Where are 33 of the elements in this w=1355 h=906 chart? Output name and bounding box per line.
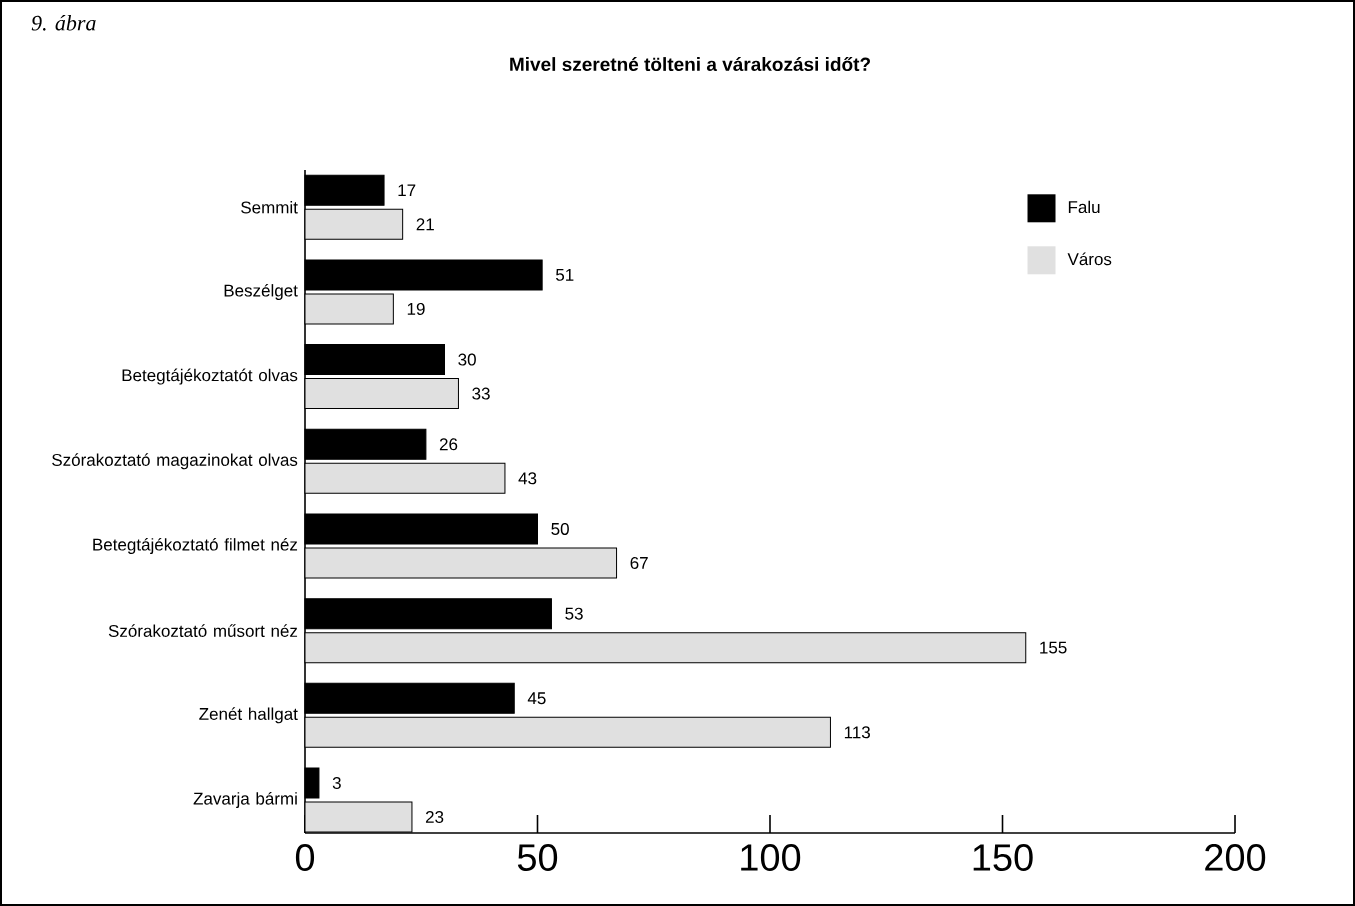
legend-label: Város (1067, 252, 1112, 266)
text: 9. ábra (31, 15, 96, 31)
y-tick-label: Semmit (241, 201, 298, 214)
data-label: 26 (439, 438, 458, 451)
data-label: 67 (630, 556, 648, 569)
x-tick-label: 200 (1205, 844, 1266, 871)
y-tick-label: Szórakoztató műsort néz (108, 624, 298, 637)
y-tick-label: Zenét hallgat (199, 707, 298, 724)
data-label: 113 (844, 726, 870, 739)
y-tick-label: Zavarja bármi (193, 791, 297, 808)
data-label: 51 (556, 269, 574, 281)
data-label: 21 (416, 218, 434, 231)
x-tick-label: 150 (973, 844, 1033, 871)
data-label: 53 (565, 607, 583, 620)
data-label: 43 (518, 472, 537, 485)
legend-label: Falu (1068, 200, 1100, 214)
data-label: 30 (458, 353, 476, 366)
y-tick-label: Betegtájékoztatót olvas (122, 368, 298, 385)
data-label: 3 (332, 776, 341, 789)
data-label: 33 (472, 387, 490, 400)
y-tick-label: Beszélget (224, 283, 298, 300)
y-tick-label: Szórakoztató magazinokat olvas (52, 453, 298, 470)
data-label: 19 (407, 302, 425, 315)
chart-title: Mivel szeretné tölteni a várakozási időt? (510, 56, 870, 72)
x-tick-label: 100 (741, 844, 801, 871)
data-label: 155 (1040, 641, 1067, 654)
x-tick-label: 0 (295, 844, 315, 871)
data-label: 17 (398, 184, 416, 197)
x-tick-label: 50 (517, 844, 558, 871)
data-label: 50 (551, 522, 569, 535)
y-tick-label: Betegtájékoztató filmet néz (93, 537, 298, 554)
data-label: 45 (527, 692, 546, 705)
data-label: 23 (425, 810, 444, 823)
